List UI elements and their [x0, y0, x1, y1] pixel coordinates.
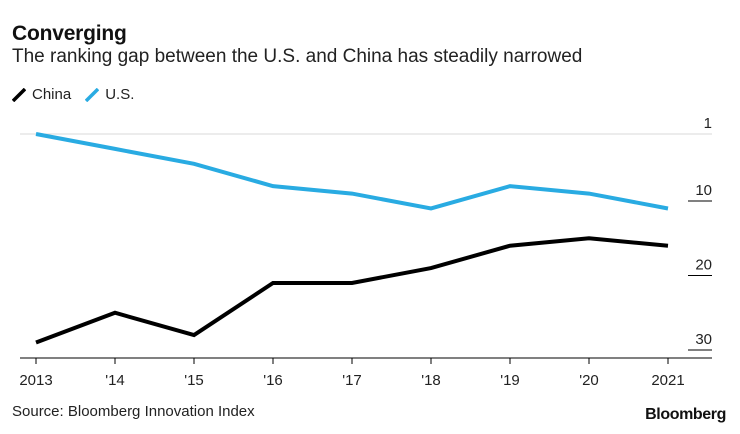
data-point-china-8 [666, 244, 670, 248]
series-line-us [35, 132, 669, 211]
data-point-us-6 [508, 184, 512, 188]
legend-swatch-china [12, 87, 26, 102]
x-tick-label-6: '19 [500, 372, 520, 389]
source-note: Source: Bloomberg Innovation Index [12, 403, 255, 420]
x-tick-label-5: '18 [421, 372, 441, 389]
legend-label-china: China [32, 86, 72, 103]
data-point-us-4 [350, 192, 354, 196]
y-tick-label-30: 30 [695, 331, 712, 348]
data-point-china-4 [350, 281, 354, 285]
data-point-us-8 [666, 206, 670, 210]
data-point-china-0 [34, 341, 38, 345]
legend-label-us: U.S. [105, 86, 135, 103]
y-tick-label-20: 20 [695, 257, 712, 274]
x-tick-label-7: '20 [579, 372, 599, 389]
data-point-china-6 [508, 244, 512, 248]
data-point-china-2 [192, 333, 196, 337]
data-point-us-2 [192, 162, 196, 166]
data-point-us-1 [113, 147, 117, 151]
data-point-us-3 [271, 184, 275, 188]
data-point-china-7 [587, 236, 591, 240]
legend-item-us: U.S. [85, 86, 134, 103]
series-line-china [35, 236, 669, 345]
x-tick-label-8: 2021 [651, 372, 684, 389]
data-point-china-1 [113, 311, 117, 315]
x-tick-label-3: '16 [263, 372, 283, 389]
x-tick-label-2: '15 [184, 372, 204, 389]
data-point-us-0 [34, 132, 38, 136]
x-tick-label-1: '14 [105, 372, 125, 389]
legend-swatch-us [85, 87, 100, 102]
chart-title: Converging [12, 22, 127, 45]
data-point-china-5 [429, 266, 433, 270]
x-tick-label-4: '17 [342, 372, 362, 389]
legend-item-china: China [12, 86, 71, 103]
x-tick-label-0: 2013 [19, 372, 52, 389]
legend: China U.S. [12, 86, 148, 103]
data-point-us-5 [429, 206, 433, 210]
y-tick-label-1: 1 [704, 115, 712, 132]
y-tick-label-10: 10 [695, 182, 712, 199]
data-point-us-7 [587, 192, 591, 196]
data-point-china-3 [271, 281, 275, 285]
chart-subtitle: The ranking gap between the U.S. and Chi… [12, 46, 583, 67]
bloomberg-logo: Bloomberg [645, 406, 726, 423]
